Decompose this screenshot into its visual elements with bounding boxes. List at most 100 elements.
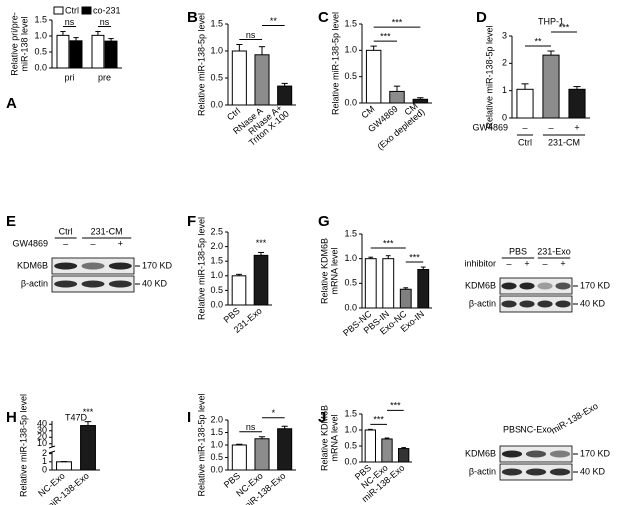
blot-band [519, 282, 535, 290]
y-tick-label: 10 [37, 438, 47, 448]
blot-band [549, 450, 571, 458]
bar [253, 254, 269, 306]
row-label: GW4869 [472, 122, 508, 132]
band-label: β-actin [21, 278, 48, 288]
blot-band [525, 468, 547, 476]
significance-label: *** [390, 401, 401, 411]
significance-label: ** [534, 36, 542, 46]
significance-label: *** [409, 252, 420, 262]
y-tick-label: 0.0 [210, 99, 223, 109]
y-tick-label: 0.0 [344, 302, 357, 312]
band-label: KDM6B [17, 260, 48, 270]
lane-label: – [63, 238, 68, 248]
marker-label: 40 KD [580, 298, 606, 308]
significance-label: *** [83, 407, 94, 417]
significance-label: *** [256, 238, 267, 248]
row-label: inhibitor [464, 258, 496, 268]
bar [277, 428, 293, 471]
legend-label: co-231 [93, 5, 121, 15]
y-tick-label: 0.0 [210, 299, 223, 309]
x-tick-label: – [548, 122, 553, 132]
legend-swatch [81, 6, 92, 15]
panel-letter: F [187, 213, 196, 230]
lane-label: miR-138-Exo [549, 401, 599, 436]
y-tick-label: 20 [37, 432, 47, 442]
y-tick-label: 0.5 [210, 72, 223, 82]
y-tick-label: 1.0 [210, 45, 223, 55]
significance-label: *** [380, 31, 391, 41]
group-label: 231-CM [91, 226, 123, 236]
blot-band [555, 300, 571, 308]
marker-label: 170 KD [580, 280, 611, 290]
y-tick-label: 40 [37, 419, 47, 429]
bar [568, 88, 586, 119]
panel-letter: I [187, 409, 191, 426]
blot-band [108, 262, 132, 270]
y-tick-label: 0 [502, 112, 507, 122]
panel-letter: H [6, 409, 17, 426]
y-axis-label: Relative pri/pre- [9, 12, 19, 76]
blot-band [54, 280, 78, 288]
blot-band [501, 282, 517, 290]
x-tick-label: + [574, 122, 579, 132]
group-label: PBS [509, 246, 527, 256]
band-label: KDM6B [465, 280, 496, 290]
x-tick-label: Ctrl [225, 106, 242, 123]
y-tick-label: 1.5 [210, 427, 223, 437]
axis-break [48, 450, 56, 454]
panel-letter: J [318, 409, 326, 426]
significance-label: *** [392, 17, 403, 27]
y-tick-label: 1.5 [210, 18, 223, 28]
y-tick-label: 0.5 [210, 285, 223, 295]
y-tick-label: 2.0 [210, 414, 223, 424]
group-label: 231-CM [548, 137, 580, 147]
significance-label: *** [383, 238, 394, 248]
y-axis-label: Relative miR-138-5p level [18, 394, 28, 497]
y-tick-label: 0.5 [344, 440, 357, 450]
y-tick-label: 2.5 [210, 226, 223, 236]
blot-band [501, 450, 523, 458]
bar [364, 258, 377, 309]
blot-panel [499, 277, 573, 295]
chart-title: THP-1 [538, 16, 564, 26]
x-tick-label: pri [64, 72, 74, 82]
y-tick-label: 1.0 [344, 424, 357, 434]
panel-letter: E [6, 213, 16, 230]
x-tick-label: pre [98, 72, 111, 82]
lane-label: PBS [503, 424, 521, 434]
y-tick-label: 2 [502, 58, 507, 68]
blot-band [81, 262, 105, 270]
y-axis-label: mRNA level [329, 247, 339, 294]
bar [381, 438, 393, 463]
y-tick-label: 0.5 [344, 278, 357, 288]
y-tick-label: 1.0 [344, 253, 357, 263]
bar [389, 90, 405, 104]
y-tick-label: 0 [42, 464, 47, 474]
lane-label: NC-Exo [520, 424, 552, 434]
y-tick-label: 1.0 [210, 270, 223, 280]
bar [516, 88, 534, 119]
band-label: KDM6B [465, 448, 496, 458]
x-tick-label: – [522, 122, 527, 132]
y-tick-label: 1.5 [34, 14, 47, 24]
band-label: β-actin [469, 298, 496, 308]
y-axis-label: Relative KDM6B [319, 238, 329, 304]
significance-label: *** [559, 22, 570, 32]
y-axis-label: Relative KDM6B [319, 405, 329, 471]
y-tick-label: 3 [502, 30, 507, 40]
blot-band [537, 300, 553, 308]
bar [412, 98, 429, 104]
marker-label: 40 KD [580, 466, 606, 476]
y-tick-label: 30 [37, 425, 47, 435]
y-axis-label: Relative miR-138-5p level [196, 217, 206, 320]
y-tick-label: 0.5 [34, 46, 47, 56]
y-tick-label: 0.5 [210, 452, 223, 462]
blot-band [549, 468, 571, 476]
bar [56, 34, 70, 69]
y-axis-label: mRNA level [329, 414, 339, 461]
axis-break [48, 445, 56, 449]
panel-letter: C [318, 9, 329, 26]
blot-panel [499, 295, 573, 313]
blot-band [501, 468, 523, 476]
blot-band [501, 300, 517, 308]
